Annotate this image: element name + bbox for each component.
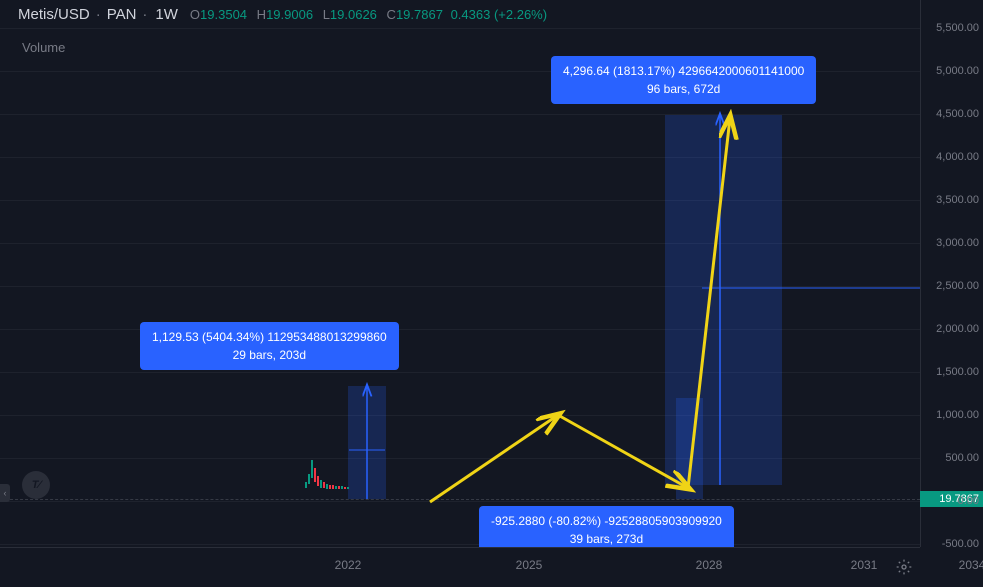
price-tick: -500.00 bbox=[942, 538, 979, 550]
exchange-name: PAN bbox=[107, 6, 137, 23]
gridline bbox=[0, 286, 920, 287]
gridline bbox=[0, 114, 920, 115]
gridline bbox=[0, 243, 920, 244]
volume-label[interactable]: Volume bbox=[22, 40, 65, 55]
measurement-tooltip[interactable]: 1,129.53 (5404.34%) 11295348801329986029… bbox=[140, 322, 399, 370]
price-tick: 5,500.00 bbox=[936, 22, 979, 34]
price-tick: 500.00 bbox=[945, 452, 979, 464]
gridline bbox=[0, 415, 920, 416]
collapse-handle[interactable]: ‹ bbox=[0, 484, 10, 502]
tooltip-line1: 1,129.53 (5404.34%) 112953488013299860 bbox=[152, 328, 387, 346]
separator: · bbox=[142, 6, 147, 23]
price-candles bbox=[305, 460, 355, 490]
gridline bbox=[0, 200, 920, 201]
price-tick: 0.00 bbox=[958, 495, 979, 507]
price-tick: 2,000.00 bbox=[936, 323, 979, 335]
gridline bbox=[0, 372, 920, 373]
tooltip-line2: 29 bars, 203d bbox=[152, 346, 387, 364]
price-tick: 4,000.00 bbox=[936, 151, 979, 163]
measurement-box[interactable] bbox=[676, 398, 703, 499]
price-tick: 5,000.00 bbox=[936, 65, 979, 77]
price-tick: 1,500.00 bbox=[936, 366, 979, 378]
change-abs: 0.4363 bbox=[451, 7, 491, 22]
price-tick: 3,000.00 bbox=[936, 237, 979, 249]
time-tick: 2028 bbox=[696, 558, 723, 572]
zero-baseline bbox=[0, 499, 920, 500]
gridline bbox=[0, 544, 920, 545]
high-value: 19.9006 bbox=[266, 7, 313, 22]
gridline bbox=[0, 329, 920, 330]
measurement-tooltip[interactable]: 4,296.64 (1813.17%) 42966420006011410009… bbox=[551, 56, 816, 104]
ohlc-values: O19.3504 H19.9006 L19.0626 C19.7867 0.43… bbox=[184, 7, 547, 22]
time-tick: 2022 bbox=[335, 558, 362, 572]
gridline bbox=[0, 458, 920, 459]
close-value: 19.7867 bbox=[396, 7, 443, 22]
change-pct: (+2.26%) bbox=[494, 7, 547, 22]
tooltip-line1: -925.2880 (-80.82%) -92528805903909920 bbox=[491, 512, 722, 530]
separator: · bbox=[96, 6, 101, 23]
tradingview-logo-icon[interactable]: T⁄ bbox=[22, 471, 50, 499]
gear-icon[interactable] bbox=[896, 559, 912, 575]
time-tick: 2025 bbox=[516, 558, 543, 572]
tooltip-line1: 4,296.64 (1813.17%) 4296642000601141000 bbox=[563, 62, 804, 80]
price-axis[interactable]: 19.7867 5,500.00 5,000.00 4,500.00 4,000… bbox=[920, 0, 983, 547]
tooltip-line2: 96 bars, 672d bbox=[563, 80, 804, 98]
low-value: 19.0626 bbox=[330, 7, 377, 22]
timeframe[interactable]: 1W bbox=[155, 6, 178, 23]
chart-area[interactable]: 1,129.53 (5404.34%) 11295348801329986029… bbox=[0, 0, 920, 547]
gridline bbox=[0, 28, 920, 29]
price-tick: 2,500.00 bbox=[936, 280, 979, 292]
price-tick: 1,000.00 bbox=[936, 409, 979, 421]
chart-header[interactable]: Metis/USD · PAN · 1W O19.3504 H19.9006 L… bbox=[18, 6, 547, 23]
price-tick: 4,500.00 bbox=[936, 108, 979, 120]
open-value: 19.3504 bbox=[200, 7, 247, 22]
time-axis[interactable]: 20222025202820312034 bbox=[0, 547, 920, 587]
time-tick: 2031 bbox=[851, 558, 878, 572]
tooltip-line2: 39 bars, 273d bbox=[491, 530, 722, 548]
symbol-name[interactable]: Metis/USD bbox=[18, 6, 90, 23]
time-tick: 2034 bbox=[959, 558, 983, 572]
gridline bbox=[0, 157, 920, 158]
gridline bbox=[0, 501, 920, 502]
price-tick: 3,500.00 bbox=[936, 194, 979, 206]
